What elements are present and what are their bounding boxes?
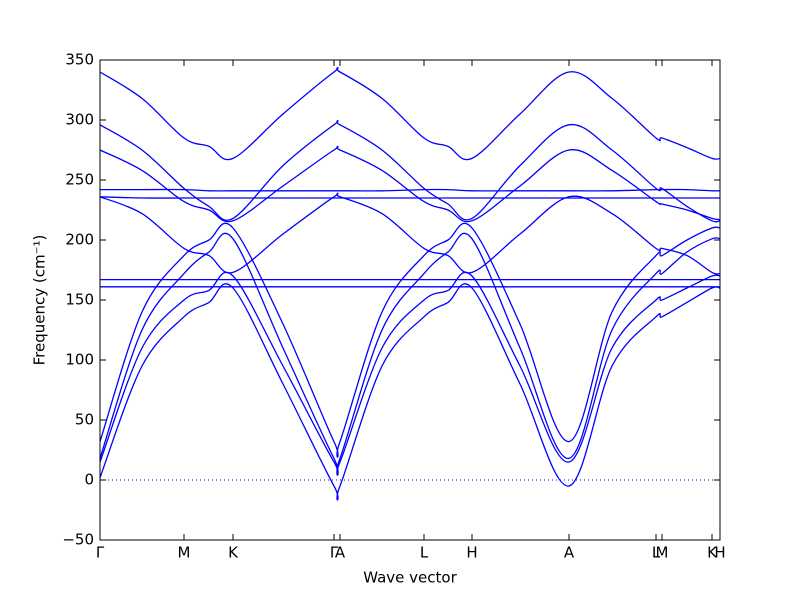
y-tick-label: 200 xyxy=(65,231,94,249)
y-axis-label: Frequency (cm⁻¹) xyxy=(31,235,49,366)
x-tick-label: K xyxy=(707,544,718,562)
x-tick-label: H xyxy=(714,544,725,562)
x-tick-label: A xyxy=(564,544,575,562)
y-tick-label: −50 xyxy=(62,531,94,549)
x-tick-label: M xyxy=(178,544,191,562)
x-tick-label: Γ xyxy=(330,544,339,562)
band-line xyxy=(99,283,721,501)
y-tick-label: 50 xyxy=(75,411,94,429)
x-axis-label: Wave vector xyxy=(363,569,457,587)
x-tick-label: M xyxy=(656,544,669,562)
x-tick-label: Γ xyxy=(96,544,105,562)
band-line xyxy=(99,192,721,275)
band-line xyxy=(99,271,721,476)
band-line xyxy=(100,188,721,192)
y-tick-label: 100 xyxy=(65,351,94,369)
y-tick-label: 250 xyxy=(65,171,94,189)
y-tick-label: 350 xyxy=(65,51,94,69)
band-line xyxy=(99,232,721,474)
y-tick-label: 300 xyxy=(65,111,94,129)
y-tick-label: 150 xyxy=(65,291,94,309)
y-tick-label: 0 xyxy=(84,471,94,489)
plot-frame xyxy=(99,59,721,541)
band-line xyxy=(99,145,721,223)
band-line xyxy=(99,120,721,223)
x-tick-label: A xyxy=(335,544,346,562)
band-line xyxy=(99,222,721,458)
x-tick-label: L xyxy=(652,544,661,562)
x-tick-label: L xyxy=(420,544,429,562)
x-tick-label: H xyxy=(466,544,477,562)
band-line xyxy=(99,196,720,199)
band-line xyxy=(99,67,721,161)
x-tick-label: K xyxy=(228,544,239,562)
